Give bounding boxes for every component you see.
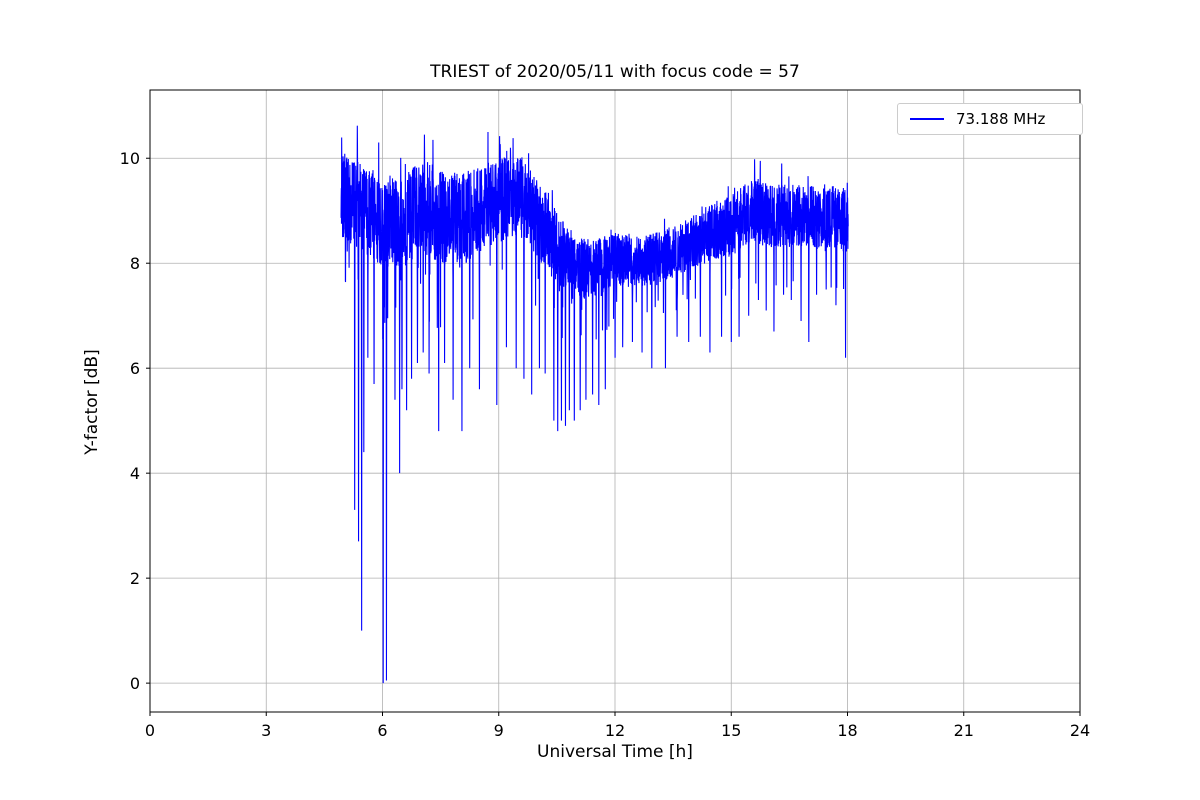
legend-series-label: 73.188 MHz — [956, 110, 1046, 128]
y-tick-label: 10 — [120, 149, 140, 168]
x-tick-label: 12 — [605, 721, 625, 740]
x-axis-label: Universal Time [h] — [537, 742, 693, 762]
legend: 73.188 MHz — [897, 103, 1083, 135]
y-tick-label: 0 — [130, 674, 140, 693]
x-tick-label: 15 — [721, 721, 741, 740]
data-series-line — [340, 125, 849, 684]
x-tick-label: 21 — [954, 721, 974, 740]
x-tick-label: 6 — [377, 721, 387, 740]
y-tick-label: 8 — [130, 254, 140, 273]
x-tick-label: 3 — [261, 721, 271, 740]
legend-line-sample — [910, 118, 944, 120]
y-axis-label: Y-factor [dB] — [82, 349, 102, 455]
x-tick-label: 9 — [494, 721, 504, 740]
x-tick-label: 24 — [1070, 721, 1090, 740]
x-tick-label: 0 — [145, 721, 155, 740]
grid-lines — [149, 90, 1081, 712]
y-tick-label: 2 — [130, 569, 140, 588]
x-tick-label: 18 — [837, 721, 857, 740]
y-tick-label: 6 — [130, 359, 140, 378]
chart-title: TRIEST of 2020/05/11 with focus code = 5… — [430, 62, 800, 82]
y-tick-label: 4 — [130, 464, 140, 483]
